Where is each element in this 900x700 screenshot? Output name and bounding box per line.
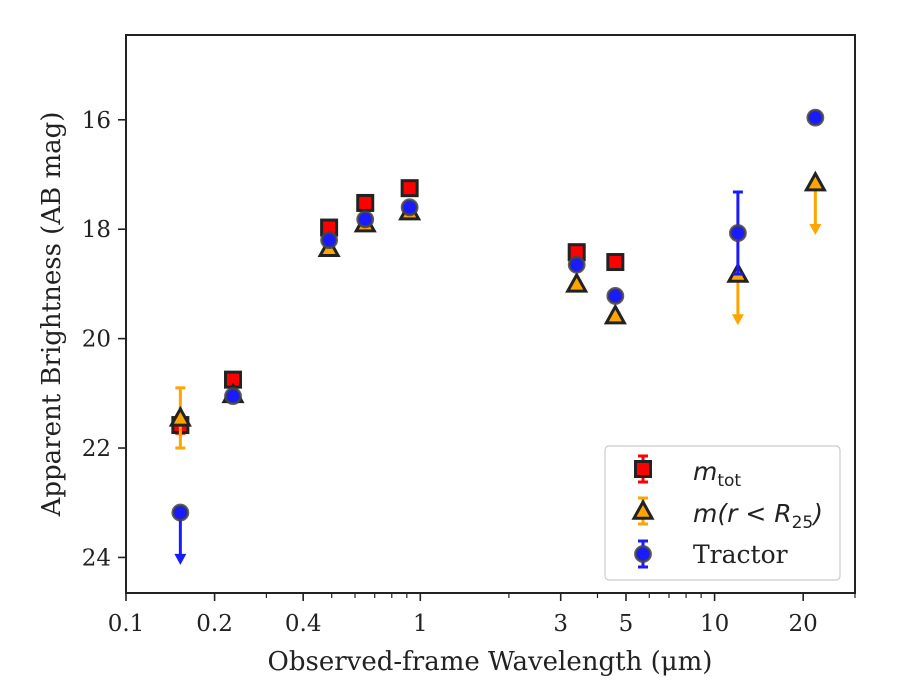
legend-circle-marker [634, 545, 652, 563]
series-layer [168, 108, 827, 565]
x-tick-label: 0.1 [108, 611, 145, 637]
triangle-point [803, 170, 827, 192]
circle-point [320, 231, 339, 250]
legend-label-mr25: m(r < R25) [693, 499, 823, 533]
y-tick-label: 20 [82, 327, 111, 353]
circle-point [400, 198, 419, 217]
x-tick-label: 0.4 [285, 611, 322, 637]
legend-label-mr25-sub: 25 [792, 513, 814, 533]
square-point [356, 193, 375, 212]
legend-label-mtot-base: m [693, 457, 717, 486]
circle-point [567, 255, 586, 274]
x-tick-label: 10 [700, 611, 729, 637]
upper-limit-arrowhead [731, 314, 744, 326]
legend-triangle-marker [631, 498, 655, 520]
upper-limit-arrowhead [174, 553, 187, 565]
circle-point [728, 224, 747, 242]
x-tick-label: 1 [413, 611, 428, 637]
y-tick-label: 24 [82, 545, 111, 571]
y-tick-label: 22 [82, 436, 111, 462]
square-point [400, 179, 419, 198]
triangle-point [565, 271, 589, 293]
x-tick-label: 0.2 [196, 611, 233, 637]
circle-point [224, 387, 242, 405]
circle-point [171, 503, 190, 522]
plot-frame [125, 34, 856, 594]
legend-markers [631, 454, 655, 569]
legend-square-marker [634, 460, 652, 478]
circle-point [806, 108, 825, 127]
y-tick-label: 16 [82, 108, 111, 134]
triangle-point [603, 303, 627, 325]
x-tick-label: 20 [789, 611, 818, 637]
square-point [606, 253, 625, 272]
legend-label-mr25-base: m(r < R [693, 499, 792, 528]
series-mr25 [168, 170, 827, 450]
legend-label-tractor: Tractor [693, 540, 788, 569]
x-tick-label: 5 [619, 611, 634, 637]
y-tick-label: 18 [82, 217, 111, 243]
legend-box [604, 445, 841, 581]
circle-point [356, 210, 375, 229]
legend-label-mtot-sub: tot [717, 471, 741, 491]
circle-point [606, 287, 625, 305]
legend-label-mr25-tail: ) [811, 499, 823, 528]
x-tick-label: 3 [553, 611, 568, 637]
y-axis-label: Apparent Brightness (AB mag) [37, 112, 67, 518]
upper-limit-arrowhead [809, 223, 822, 235]
series-tractor [171, 108, 825, 565]
legend: mtot m(r < R25) Tractor [604, 445, 841, 581]
legend-label-mtot: mtot [693, 457, 741, 491]
x-axis-label: Observed-frame Wavelength (μm) [268, 647, 713, 677]
triangle-point [168, 405, 192, 427]
ticks-layer: 0.1 0.2 0.4 1 3 5 10 20 16 18 20 22 24 [82, 108, 856, 637]
